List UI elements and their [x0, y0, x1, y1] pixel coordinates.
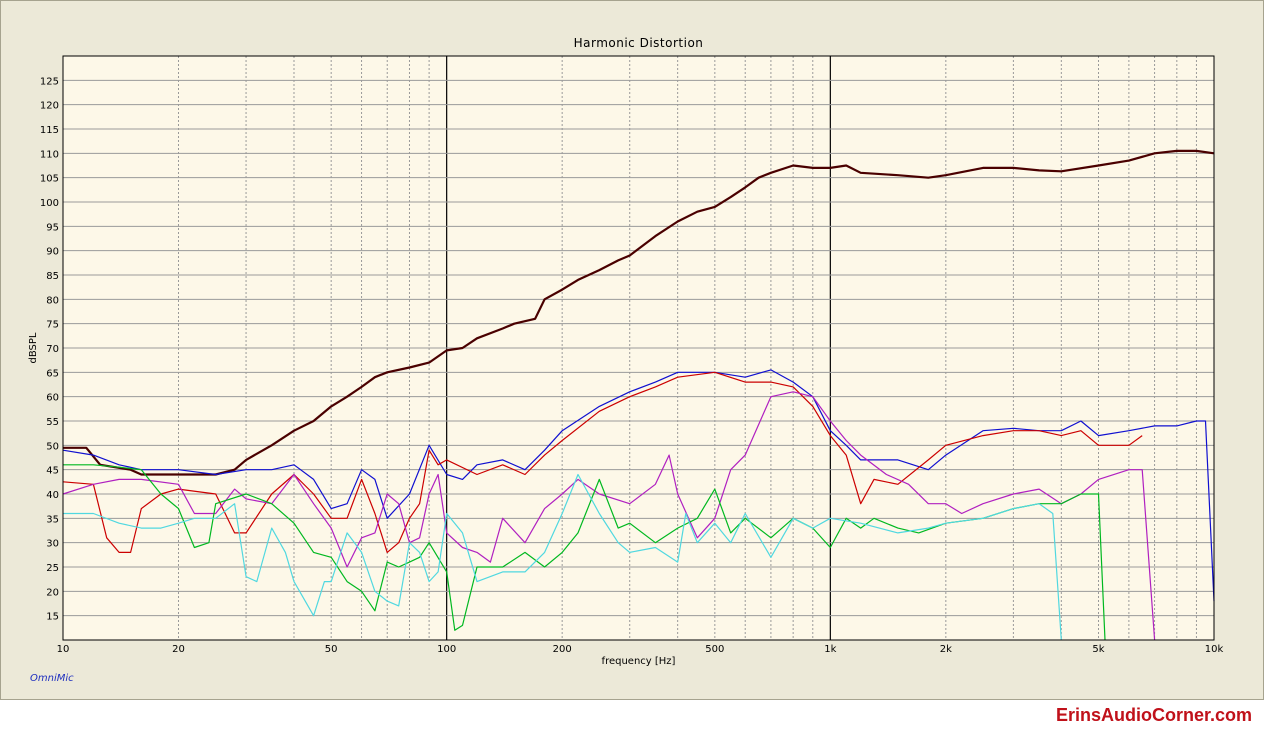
- x-tick-label: 2k: [940, 644, 952, 655]
- x-tick-label: 200: [553, 644, 572, 655]
- y-tick-label: 80: [46, 295, 59, 306]
- x-tick-label: 10k: [1205, 644, 1224, 655]
- x-tick-label: 10: [57, 644, 70, 655]
- chart-title: Harmonic Distortion: [574, 36, 704, 50]
- y-tick-label: 60: [46, 393, 59, 404]
- x-tick-label: 500: [705, 644, 724, 655]
- series-line-4: [62, 391, 1156, 641]
- y-tick-label: 20: [46, 587, 59, 598]
- y-tick-label: 65: [46, 368, 59, 379]
- x-tick-label: 100: [437, 644, 456, 655]
- y-tick-label: 30: [46, 539, 59, 550]
- series-line-1: [63, 149, 1215, 476]
- harmonic-distortion-chart: 1520253035404550556065707580859095100105…: [28, 36, 1224, 667]
- x-tick-label: 50: [325, 644, 338, 655]
- y-tick-label: 45: [46, 466, 59, 477]
- series-line-3: [62, 371, 1143, 553]
- y-tick-label: 90: [46, 247, 59, 258]
- y-tick-label: 35: [46, 514, 59, 525]
- y-tick-label: 40: [46, 490, 59, 501]
- series-line-5: [63, 464, 1106, 641]
- y-tick-label: 50: [46, 441, 59, 452]
- y-tick-label: 70: [46, 344, 59, 355]
- software-label: OmniMic: [30, 673, 74, 684]
- y-tick-label: 120: [40, 101, 59, 112]
- x-axis-label: frequency [Hz]: [602, 656, 676, 667]
- y-tick-label: 110: [40, 149, 59, 160]
- y-tick-label: 115: [40, 125, 59, 136]
- y-tick-label: 95: [46, 222, 59, 233]
- y-tick-label: 75: [46, 320, 59, 331]
- y-axis-label: dBSPL: [28, 332, 39, 363]
- x-tick-label: 1k: [824, 644, 836, 655]
- x-tick-label: 5k: [1092, 644, 1104, 655]
- y-tick-label: 25: [46, 563, 59, 574]
- y-tick-label: 55: [46, 417, 59, 428]
- y-tick-label: 15: [46, 612, 59, 623]
- site-watermark: ErinsAudioCorner.com: [1055, 705, 1252, 725]
- plot-border: [62, 55, 1215, 641]
- y-tick-label: 85: [46, 271, 59, 282]
- y-tick-label: 100: [40, 198, 59, 209]
- series-line-6: [63, 473, 1062, 641]
- y-tick-label: 125: [40, 76, 59, 87]
- series-line-2: [62, 369, 1215, 602]
- x-tick-label: 20: [172, 644, 185, 655]
- y-tick-label: 105: [40, 174, 59, 185]
